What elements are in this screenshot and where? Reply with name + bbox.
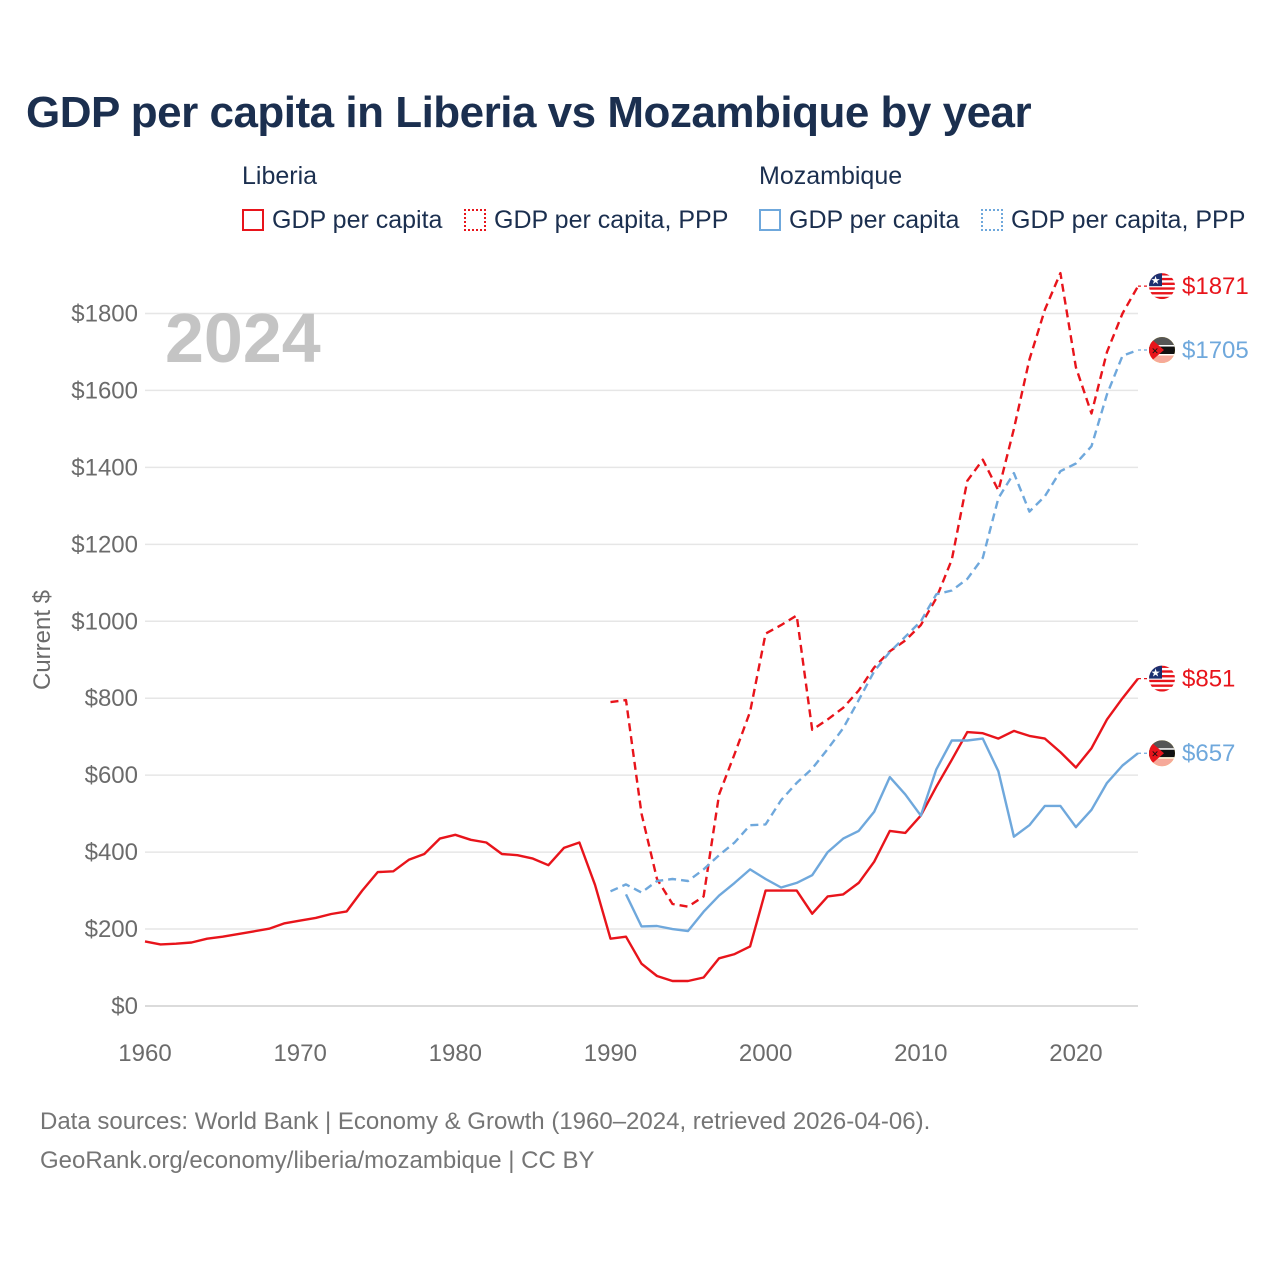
series-line-liberia-gdp[interactable] [144,677,1139,983]
legend-country-mozambique: Mozambique [759,162,903,190]
y-tick-label: $1000 [71,608,138,635]
legend-country-liberia: Liberia [242,162,318,190]
gridlines [145,312,1138,1007]
legend-swatch-dotted-icon [981,209,1003,231]
x-tick-label: 2010 [894,1040,947,1067]
liberia-flag-icon: ★ [1149,273,1175,300]
series [144,271,1140,983]
y-tick-label: $0 [111,993,138,1020]
mozambique-flag-icon: ✕ [1149,337,1175,364]
footer-sources: Data sources: World Bank | Economy & Gro… [40,1108,931,1135]
legend-item-liberia-gdp-ppp[interactable]: GDP per capita, PPP [464,204,728,236]
end-value-label: $1705 [1182,337,1249,364]
legend-label: GDP per capita [272,205,443,234]
axes: $0 $200 $400 $600 $800 $1000 $1200 $1400 $1600 $1… [71,300,1102,1067]
legend-swatch-solid-icon [759,209,781,231]
y-tick-label: $400 [85,839,138,866]
svg-text:✕: ✕ [1151,749,1159,759]
y-tick-label: $1200 [71,531,138,558]
legend-swatch-dotted-icon [464,209,486,231]
y-tick-label: $1400 [71,454,138,481]
legend-label: GDP per capita, PPP [494,205,729,234]
svg-text:★: ★ [1151,275,1161,287]
x-tick-label: 1990 [584,1040,637,1067]
legend-item-mozambique-gdp[interactable]: GDP per capita [759,204,959,236]
legend-label: GDP per capita, PPP [1011,205,1246,234]
x-tick-label: 1980 [429,1040,482,1067]
chart-title: GDP per capita in Liberia vs Mozambique … [26,88,1032,137]
mozambique-flag-icon: ✕ [1149,740,1175,767]
x-tick-label: 2020 [1049,1040,1102,1067]
y-tick-label: $600 [85,762,138,789]
svg-text:★: ★ [1151,668,1161,680]
year-watermark: 2024 [165,299,321,377]
y-tick-label: $200 [85,916,138,943]
svg-text:✕: ✕ [1151,346,1159,356]
end-value-label: $657 [1182,740,1235,767]
series-line-liberia-ppp[interactable] [610,271,1140,908]
y-tick-label: $800 [85,685,138,712]
y-axis-label: Current $ [29,590,56,690]
series-line-mozambique-ppp[interactable] [610,348,1139,894]
footer-attribution[interactable]: GeoRank.org/economy/liberia/mozambique |… [40,1147,595,1174]
x-tick-label: 1960 [118,1040,171,1067]
end-value-label: $851 [1182,666,1235,693]
legend-label: GDP per capita [789,205,960,234]
legend-swatch-solid-icon [242,209,264,231]
x-tick-label: 2000 [739,1040,792,1067]
series-line-mozambique-gdp[interactable] [624,737,1139,933]
y-tick-label: $1800 [71,300,138,327]
y-tick-label: $1600 [71,377,138,404]
legend-item-liberia-gdp[interactable]: GDP per capita [242,204,442,236]
x-tick-label: 1970 [273,1040,326,1067]
liberia-flag-icon: ★ [1149,665,1175,692]
legend-item-mozambique-gdp-ppp[interactable]: GDP per capita, PPP [981,204,1245,236]
end-labels: ★ $851 ★ $1871 ✕ $657 ✕ $1705 [1138,273,1249,767]
end-value-label: $1871 [1182,273,1249,300]
